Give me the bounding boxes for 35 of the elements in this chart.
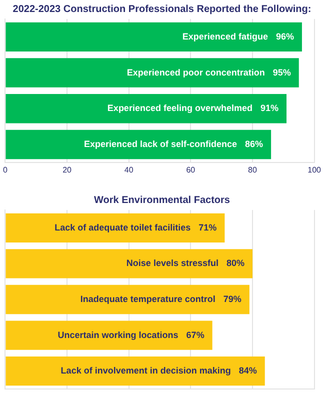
x-tick-label: 0 [3,165,8,174]
bar [6,213,225,242]
x-tick-label: 60 [186,165,196,174]
data-label: 86% [245,138,264,149]
data-label: 79% [223,294,242,304]
bar [6,58,299,88]
data-label: 91% [260,103,279,114]
y-tick-label: Experienced feeling overwhelmed [107,103,252,114]
y-tick-label: Experienced poor concentration [126,67,265,78]
category-label: Lack of involvement in decision making [60,366,231,376]
y-tick-label: Experienced fatigue [182,31,268,42]
category-label: Uncertain working locations [58,330,178,340]
category-label: Noise levels stressful [126,258,218,268]
chart-title: 2022-2023 Construction Professionals Reported the Following: [12,3,312,15]
bar [6,94,287,124]
data-label: 95% [272,67,291,78]
data-label: 96% [276,31,294,42]
category-label: Inadequate temperature control [80,294,216,304]
y-tick-label: Experienced lack of self-confidence [84,138,238,149]
bar [6,284,250,314]
data-label: 84% [238,366,257,376]
bar [6,22,302,52]
x-tick-label: 80 [248,165,258,174]
bar [6,320,212,350]
data-label: 71% [198,222,217,232]
bar [6,249,253,278]
data-label: 67% [186,330,204,340]
chart-title: Work Environmental Factors [93,194,231,206]
data-label: 80% [226,258,245,268]
x-tick-label: 20 [62,165,72,174]
x-tick-label: 40 [124,165,134,174]
bar [6,356,265,386]
bar [6,130,272,160]
x-tick-label: 100 [308,165,322,174]
category-label: Lack of adequate toilet facilities [54,222,191,232]
